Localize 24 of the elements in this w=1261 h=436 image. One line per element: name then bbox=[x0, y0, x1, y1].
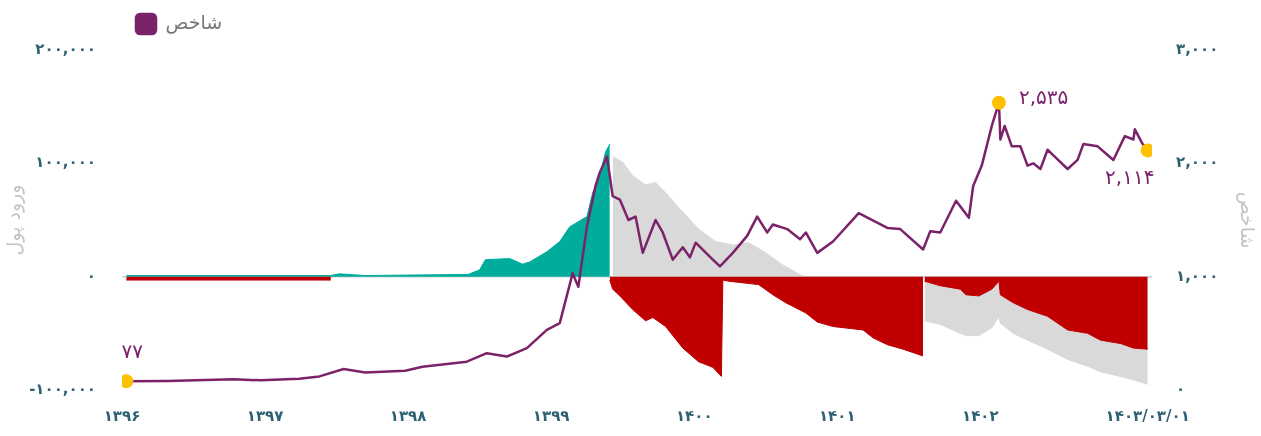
legend-label: شاخص bbox=[165, 10, 223, 34]
x-tick-label: ۱۳۹۶ bbox=[103, 406, 141, 425]
x-tick-label: ۱۴۰۱ bbox=[818, 406, 856, 425]
y-tick-label: -۱۰۰,۰۰۰ bbox=[29, 379, 96, 398]
x-tick-label: ۱۳۹۸ bbox=[389, 406, 427, 425]
point bbox=[122, 374, 134, 389]
x-tick-label: ۱۳۹۷ bbox=[246, 406, 284, 425]
y-tick-label: ۲۰۰,۰۰۰ bbox=[35, 39, 96, 58]
x-tick-label: ۱۴۰۲ bbox=[962, 406, 999, 425]
y2-tick-label: ۲,۰۰۰ bbox=[1176, 153, 1219, 172]
x-tick-label: ۱۴۰۳/۰۳/۰۱ bbox=[1105, 406, 1190, 425]
data-label: ۲,۱۱۴ bbox=[1105, 164, 1155, 189]
y-tick-label: ۱۰۰,۰۰۰ bbox=[35, 153, 96, 172]
y2-tick-label: ۳,۰۰۰ bbox=[1176, 39, 1219, 58]
y2-axis-title: شاخص bbox=[1235, 191, 1259, 249]
y2-tick-label: ۰ bbox=[1176, 379, 1186, 398]
x-tick-label: ۱۴۰۰ bbox=[675, 406, 713, 425]
data-label: ۲,۵۳۵ bbox=[1018, 84, 1069, 109]
y2-tick-label: ۱,۰۰۰ bbox=[1176, 266, 1219, 285]
x-tick-label: ۱۳۹۹ bbox=[532, 406, 570, 425]
y-axis-title: ورود پول bbox=[2, 184, 26, 256]
y-tick-label: ۰ bbox=[86, 266, 96, 285]
data-label: ۷۷ bbox=[121, 339, 144, 364]
point bbox=[1140, 143, 1152, 158]
